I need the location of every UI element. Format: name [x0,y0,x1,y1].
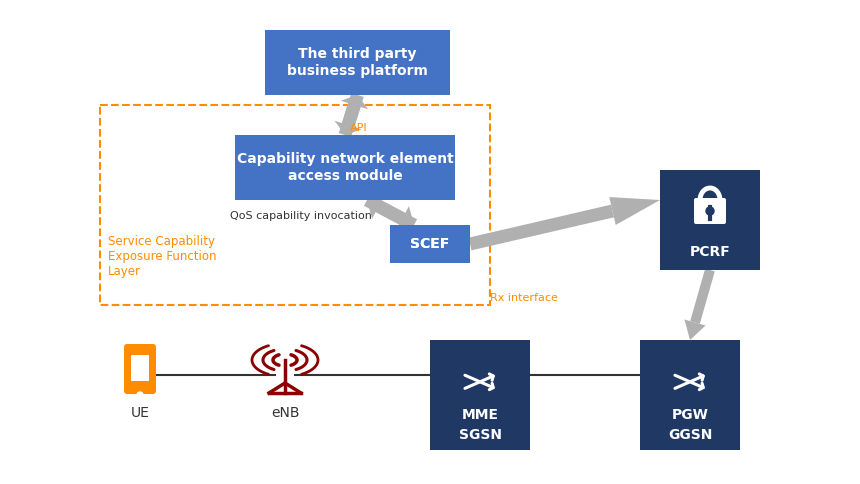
Polygon shape [469,205,614,250]
Text: The third party
business platform: The third party business platform [287,47,428,77]
Polygon shape [342,93,364,127]
Circle shape [706,207,714,215]
FancyBboxPatch shape [131,355,149,381]
Polygon shape [364,194,405,225]
Text: SCEF: SCEF [410,237,450,251]
Text: eNB: eNB [271,406,299,420]
Text: Rx interface: Rx interface [490,293,558,303]
Polygon shape [376,200,417,231]
Polygon shape [367,194,385,219]
FancyBboxPatch shape [430,340,530,450]
FancyBboxPatch shape [124,344,156,394]
Text: GGSN: GGSN [668,427,712,441]
Text: QoS capability invocation: QoS capability invocation [230,211,372,221]
Text: Capability network element
access module: Capability network element access module [237,152,453,182]
FancyBboxPatch shape [265,30,450,95]
Polygon shape [609,197,660,225]
Polygon shape [396,206,414,231]
Circle shape [137,392,143,398]
Text: PCRF: PCRF [690,245,730,259]
Polygon shape [341,95,368,109]
Text: SCEF: SCEF [410,237,450,251]
Polygon shape [335,121,362,135]
FancyBboxPatch shape [694,198,726,224]
Text: Service Capability
Exposure Function
Layer: Service Capability Exposure Function Lay… [108,235,217,278]
Polygon shape [339,103,360,137]
Polygon shape [691,269,715,324]
Polygon shape [685,319,705,340]
FancyBboxPatch shape [660,170,760,270]
Text: UE: UE [131,406,150,420]
FancyBboxPatch shape [640,340,740,450]
FancyBboxPatch shape [235,135,455,200]
Text: MME: MME [462,408,499,422]
Text: API: API [350,123,367,133]
Text: SGSN: SGSN [458,427,501,441]
Text: PGW: PGW [672,408,709,422]
FancyBboxPatch shape [390,225,470,263]
